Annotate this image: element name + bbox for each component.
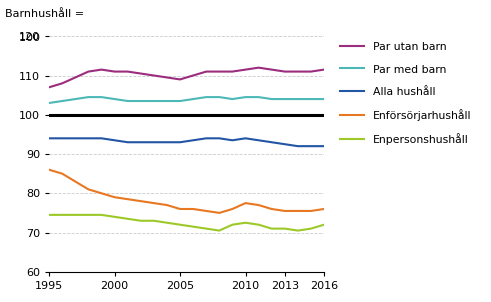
Text: Barnhushåll =: Barnhushåll = xyxy=(5,9,84,19)
Text: 100: 100 xyxy=(5,33,40,43)
Legend: Par utan barn, Par med barn, Alla hushåll, Enförsörjarhushåll, Enpersonshushåll: Par utan barn, Par med barn, Alla hushål… xyxy=(340,42,471,145)
